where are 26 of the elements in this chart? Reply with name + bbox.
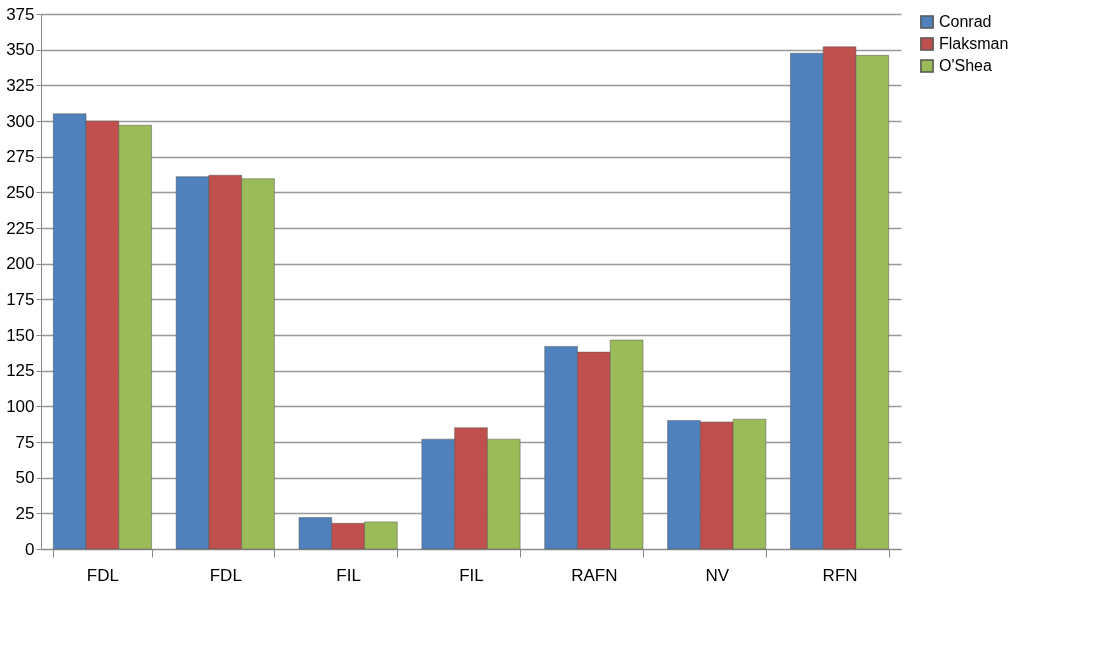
x-tick-label: FDL [86, 565, 119, 585]
x-tick-label: FDL [209, 565, 242, 585]
x-tick-label: RAFN [571, 565, 618, 585]
y-tick-label: 250 [6, 182, 35, 202]
y-tick-label: 150 [6, 325, 35, 345]
x-tick-label: FIL [459, 565, 484, 585]
legend-label: Flaksman [939, 35, 1009, 52]
y-tick-label: 0 [25, 539, 35, 559]
y-tick-label: 375 [6, 4, 35, 24]
x-tick-label: NV [705, 565, 730, 585]
legend-label: Conrad [939, 13, 992, 30]
y-tick-label: 175 [6, 289, 35, 309]
legend-label: O'Shea [939, 57, 992, 74]
y-tick-label: 100 [6, 396, 35, 416]
y-tick-label: 50 [15, 468, 35, 488]
y-tick-label: 225 [6, 218, 35, 238]
y-tick-label: 25 [15, 503, 35, 523]
x-tick-label: RFN [822, 565, 858, 585]
y-tick-label: 125 [6, 361, 35, 381]
y-tick-label: 300 [6, 111, 35, 131]
y-tick-label: 75 [15, 432, 35, 452]
x-tick-label: FIL [336, 565, 361, 585]
y-tick-label: 200 [6, 254, 35, 274]
y-tick-label: 275 [6, 147, 35, 167]
y-tick-label: 350 [6, 40, 35, 60]
y-tick-label: 325 [6, 75, 35, 95]
